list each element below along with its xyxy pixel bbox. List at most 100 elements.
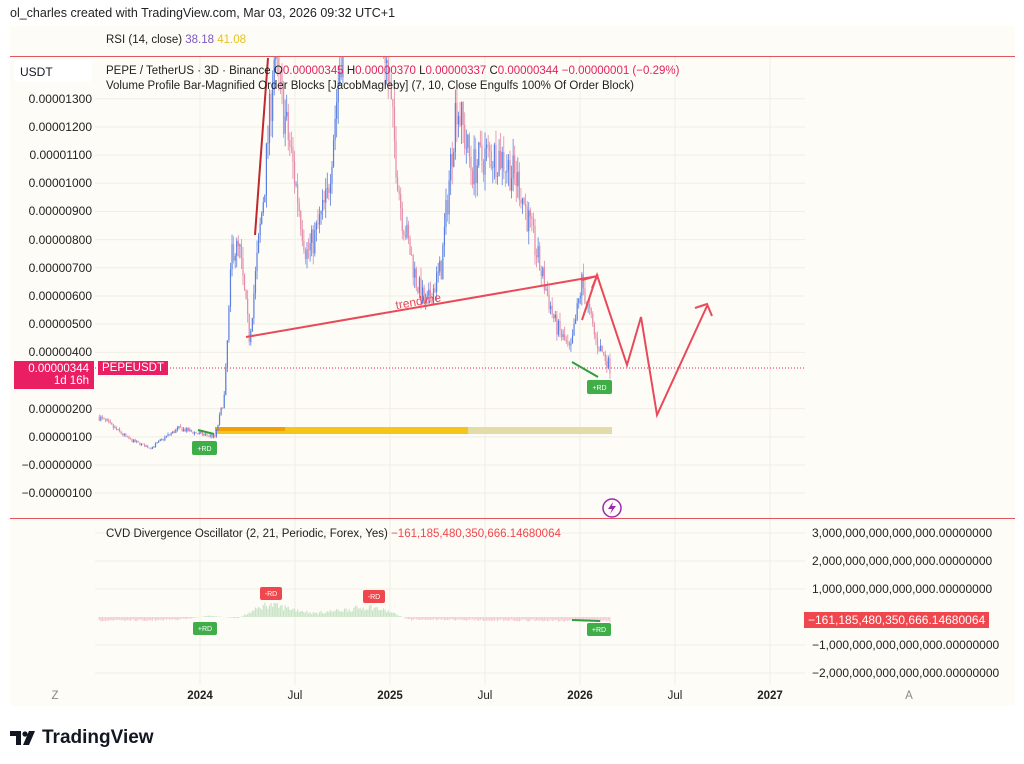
candle [253,284,255,325]
cvd-bar [593,617,595,622]
cvd-bar [181,617,183,619]
cvd-bar [437,617,439,620]
candle [331,161,333,195]
cvd-bar [398,616,400,617]
cvd-bar [359,607,361,617]
cvd-bar [265,605,267,617]
cvd-bar [442,617,444,619]
candle [117,428,119,431]
candle [409,235,411,255]
cvd-bar [104,617,107,621]
cvd-bar [562,617,564,622]
candle [439,256,441,276]
symbol-title[interactable]: PEPE / TetherUS · 3D · Binance [106,65,271,77]
currency-label[interactable]: USDT [14,60,92,82]
cvd-bar [512,617,514,621]
cvd-bar [140,617,143,620]
candle [165,435,168,438]
cvd-bar [420,617,422,620]
indicator-legend[interactable]: Volume Profile Bar-Magnified Order Block… [106,80,634,92]
cvd-bar [532,617,535,620]
candle [237,235,239,257]
timezone-button[interactable]: Z [51,690,59,702]
cvd-bar [601,617,603,621]
cvd-bar [523,617,525,620]
candle [509,150,511,192]
cvd-bar [478,617,480,621]
rd-badge: +RD [587,380,612,394]
candle [251,317,253,332]
price-tick: −0.00000100 [21,486,92,501]
candle [352,0,353,2]
cvd-bar [357,608,360,617]
candle [172,431,174,434]
candle [328,184,330,201]
cvd-bar [281,604,283,617]
candle [590,307,592,319]
candle [197,433,199,435]
cvd-bar [325,612,327,617]
cvd-tick: 2,000,000,000,000,000.00000000 [812,554,993,568]
cvd-bar [257,606,260,617]
candle [234,253,236,269]
candle [183,427,185,432]
cvd-bar [136,617,138,622]
candle [108,418,110,424]
auto-scale-button[interactable]: A [905,690,913,702]
candle [264,194,266,203]
cvd-bar [301,611,303,617]
candle [192,431,194,435]
candle [426,290,428,300]
cvd-bar [467,617,469,620]
cvd-bar [501,617,503,620]
candle [208,435,210,437]
rd-badge: +RD [192,441,217,455]
cvd-bar [345,608,347,617]
candle [315,220,317,242]
candle [303,229,305,254]
open-value: 0.00000345 [282,65,344,77]
candle [564,326,566,341]
cvd-bar [253,610,255,617]
cvd-bar [382,608,385,617]
cvd-label[interactable]: CVD Divergence Oscillator (2, 21, Period… [106,528,388,540]
candle [322,189,324,220]
candle [275,57,277,72]
cvd-bar [164,617,166,620]
cvd-bar [384,609,386,617]
cvd-bar [370,604,372,617]
tradingview-logo: TradingView [10,727,154,749]
cvd-bar [167,617,169,620]
cvd-bar [117,617,119,621]
candle [482,158,485,183]
cvd-bar [287,606,289,617]
candle [407,220,410,245]
candle [560,328,563,341]
cvd-bar [186,617,188,620]
candle [167,432,169,437]
candle [211,434,213,439]
candle [332,134,335,168]
cvd-bar [184,617,186,619]
cvd-bar [518,617,520,622]
candle [347,0,348,37]
grid-lines [95,57,805,685]
cvd-bar [233,617,235,618]
price-tick: 0.00000600 [28,288,92,303]
cvd-bar [343,608,346,617]
cvd-bar [190,617,193,619]
cvd-bar [373,607,375,617]
candle [386,57,388,85]
candle [198,431,200,435]
cvd-bar [112,617,114,621]
candle [122,432,124,437]
pane-separator[interactable] [10,518,1015,519]
cvd-bar [440,617,442,620]
high-value: 0.00000370 [355,65,416,77]
pane-separator[interactable] [10,56,1015,57]
cvd-bar [500,617,502,620]
cvd-bar [504,617,506,621]
candle [534,218,536,265]
candle [259,217,261,243]
